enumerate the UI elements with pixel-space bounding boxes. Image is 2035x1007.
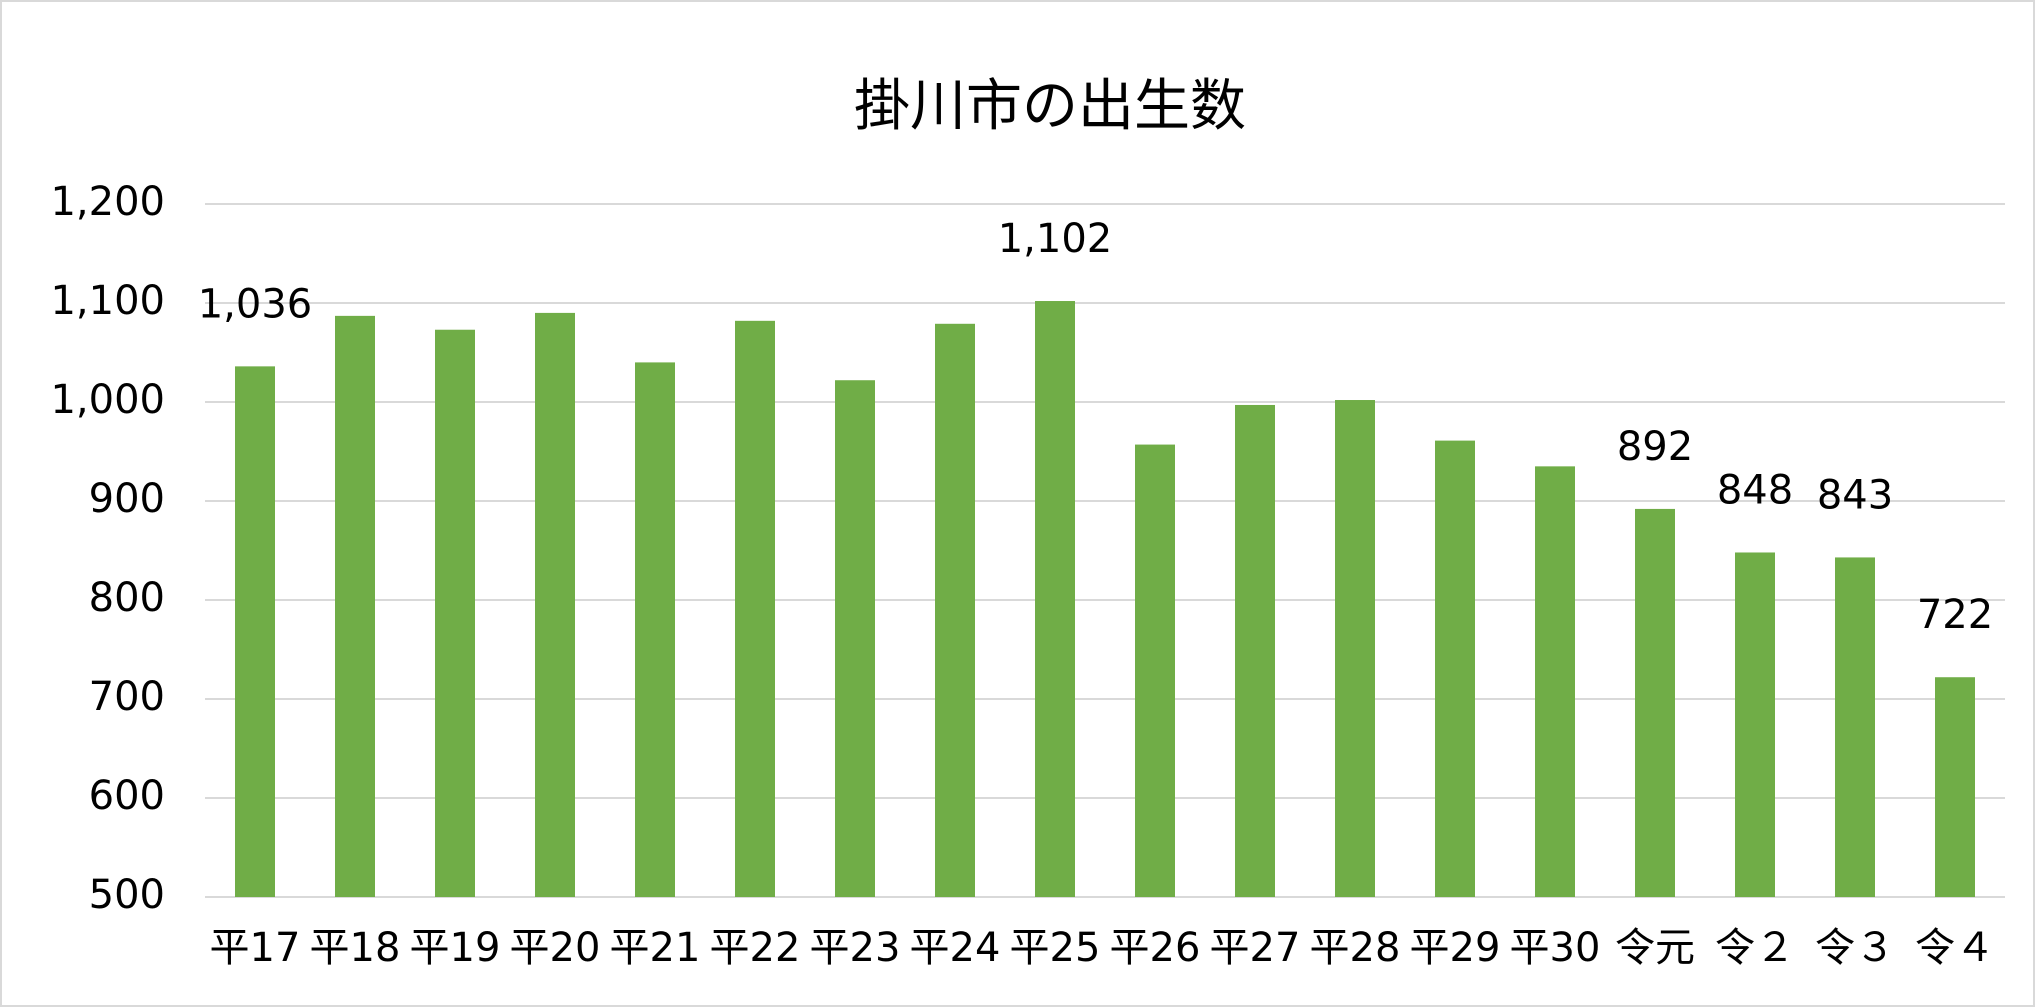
- x-tick-label: 平30: [1510, 925, 1601, 971]
- bar: [1835, 557, 1875, 897]
- x-tick-label: 平28: [1310, 925, 1401, 971]
- bar: [235, 366, 275, 897]
- x-tick-label: 平19: [410, 925, 501, 971]
- bar: [1735, 552, 1775, 897]
- bar: [1335, 400, 1375, 897]
- x-tick-label: 平21: [610, 925, 701, 971]
- y-tick-label: 600: [89, 773, 165, 819]
- x-tick-label: 平23: [810, 925, 901, 971]
- y-tick-label: 500: [89, 872, 165, 918]
- data-label: 1,102: [998, 216, 1113, 262]
- y-tick-label: 1,100: [50, 278, 165, 324]
- bar: [935, 323, 975, 897]
- bar: [1635, 508, 1675, 897]
- chart-title: 掛川市の出生数: [854, 74, 1246, 139]
- x-tick-label: 平24: [910, 925, 1001, 971]
- x-tick-label: 令元: [1615, 925, 1695, 971]
- bar: [535, 312, 575, 897]
- bar: [335, 315, 375, 897]
- y-tick-label: 1,200: [50, 179, 165, 225]
- y-tick-label: 900: [89, 476, 165, 522]
- bar: [1935, 677, 1975, 897]
- bar: [1035, 301, 1075, 897]
- bar: [1435, 440, 1475, 897]
- y-tick-label: 1,000: [50, 377, 165, 423]
- data-label: 722: [1917, 592, 1993, 638]
- x-tick-label: 令２: [1715, 925, 1795, 971]
- bar: [835, 380, 875, 898]
- x-tick-label: 平29: [1410, 925, 1501, 971]
- bar: [1135, 444, 1175, 897]
- x-tick-label: 平17: [210, 925, 301, 971]
- x-tick-label: 令４: [1915, 925, 1995, 971]
- x-tick-label: 平22: [710, 925, 801, 971]
- data-label: 1,036: [198, 281, 313, 327]
- y-tick-label: 700: [89, 674, 165, 720]
- x-tick-label: 令３: [1815, 925, 1895, 971]
- y-tick-label: 800: [89, 575, 165, 621]
- x-tick-label: 平26: [1110, 925, 1201, 971]
- x-tick-label: 平27: [1210, 925, 1301, 971]
- bar: [1235, 404, 1275, 897]
- bar: [1535, 466, 1575, 897]
- data-label: 892: [1617, 424, 1693, 470]
- x-tick-label: 平20: [510, 925, 601, 971]
- bar: [735, 320, 775, 897]
- x-tick-label: 平18: [310, 925, 401, 971]
- x-tick-label: 平25: [1010, 925, 1101, 971]
- data-label: 843: [1817, 472, 1893, 518]
- bar: [435, 329, 475, 898]
- data-label: 848: [1717, 467, 1793, 513]
- bar: [635, 362, 675, 897]
